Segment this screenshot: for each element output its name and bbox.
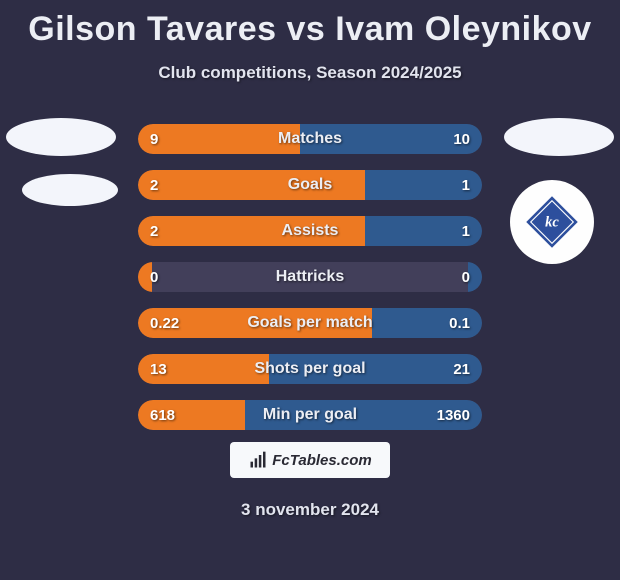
source-badge: FcTables.com	[230, 442, 390, 478]
stat-value-right: 1	[412, 223, 482, 240]
stat-value-left: 9	[138, 131, 208, 148]
stat-value-left: 13	[138, 361, 208, 378]
stat-label: Matches	[208, 130, 412, 148]
stat-value-right: 21	[412, 361, 482, 378]
club-left-logo-placeholder	[22, 174, 118, 206]
svg-text:kc: kc	[545, 214, 559, 230]
stat-label: Min per goal	[208, 406, 412, 424]
stat-label: Goals	[208, 176, 412, 194]
stat-value-left: 2	[138, 177, 208, 194]
stat-value-right: 0.1	[412, 315, 482, 332]
stat-value-right: 0	[412, 269, 482, 286]
player-left-avatar-placeholder	[6, 118, 116, 156]
stat-value-left: 618	[138, 407, 208, 424]
stat-value-left: 0.22	[138, 315, 208, 332]
stat-row: 2Assists1	[138, 216, 482, 246]
stat-row: 0.22Goals per match0.1	[138, 308, 482, 338]
club-right-logo: kc	[510, 180, 594, 264]
stat-row: 9Matches10	[138, 124, 482, 154]
diamond-club-icon: kc	[524, 194, 580, 250]
stats-container: 9Matches102Goals12Assists10Hattricks00.2…	[138, 124, 482, 446]
stat-row: 2Goals1	[138, 170, 482, 200]
stat-label: Shots per goal	[208, 360, 412, 378]
chart-icon	[248, 450, 268, 470]
stat-row: 618Min per goal1360	[138, 400, 482, 430]
stat-value-left: 0	[138, 269, 208, 286]
stat-row: 0Hattricks0	[138, 262, 482, 292]
subtitle: Club competitions, Season 2024/2025	[0, 63, 620, 83]
stat-label: Goals per match	[208, 314, 412, 332]
badge-text: FcTables.com	[272, 452, 371, 469]
stat-value-left: 2	[138, 223, 208, 240]
player-right-avatar-placeholder	[504, 118, 614, 156]
stat-value-right: 1360	[412, 407, 482, 424]
date-text: 3 november 2024	[0, 500, 620, 520]
stat-value-right: 10	[412, 131, 482, 148]
stat-row: 13Shots per goal21	[138, 354, 482, 384]
stat-value-right: 1	[412, 177, 482, 194]
page-title: Gilson Tavares vs Ivam Oleynikov	[0, 0, 620, 49]
stat-label: Hattricks	[208, 268, 412, 286]
stat-label: Assists	[208, 222, 412, 240]
